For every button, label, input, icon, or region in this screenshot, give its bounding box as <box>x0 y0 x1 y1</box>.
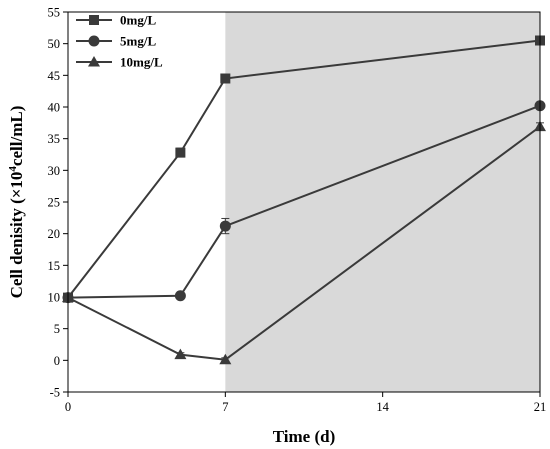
y-tick-label: -5 <box>50 386 60 400</box>
legend-label: 5mg/L <box>120 34 156 49</box>
y-tick-label: 20 <box>48 227 61 241</box>
y-tick-label: 5 <box>54 322 60 336</box>
legend-label: 10mg/L <box>120 55 163 70</box>
legend-marker <box>88 56 100 67</box>
y-tick-label: 50 <box>48 37 61 51</box>
y-tick-label: 25 <box>48 196 61 210</box>
legend: 0mg/L 5mg/L 10mg/L <box>76 13 163 70</box>
x-tick-label: 21 <box>534 400 547 414</box>
y-tick-label: 0 <box>54 354 60 368</box>
y-axis-title-tail: cell/mL) <box>7 106 26 166</box>
legend-label: 0mg/L <box>120 13 156 28</box>
y-tick-label: 15 <box>48 259 61 273</box>
y-axis-title: Cell denisity (×104cell/mL) <box>7 106 26 299</box>
legend-item: 10mg/L <box>76 55 163 70</box>
data-point <box>174 290 186 302</box>
x-axis-ticks: 0 7 14 21 <box>65 392 546 414</box>
data-point <box>175 147 186 158</box>
series-line <box>67 104 541 299</box>
y-axis-ticks: -5 0 5 10 15 20 25 30 35 40 45 50 55 <box>48 6 68 400</box>
data-point <box>219 220 231 232</box>
x-tick-label: 7 <box>222 400 228 414</box>
data-point <box>219 353 232 365</box>
y-tick-label: 30 <box>48 164 61 178</box>
y-tick-label: 35 <box>48 132 61 146</box>
data-point <box>220 73 231 84</box>
series-line <box>67 125 541 361</box>
series-line <box>67 39 541 299</box>
x-tick-label: 0 <box>65 400 71 414</box>
plot-frame <box>67 11 541 393</box>
x-axis-title: Time (d) <box>273 427 336 446</box>
y-axis-title-main: Cell denisity (×10 <box>7 172 26 299</box>
legend-marker <box>88 35 100 47</box>
legend-item: 5mg/L <box>76 34 156 49</box>
y-axis-title-superscript: 4 <box>7 166 19 172</box>
legend-item: 0mg/L <box>76 13 156 28</box>
data-point <box>174 348 187 360</box>
y-tick-label: 55 <box>48 6 61 20</box>
shaded-region <box>225 12 541 392</box>
y-tick-label: 45 <box>48 69 61 83</box>
y-tick-label: 40 <box>48 101 61 115</box>
y-tick-label: 10 <box>48 291 61 305</box>
legend-marker <box>89 15 99 25</box>
x-tick-label: 14 <box>376 400 389 414</box>
